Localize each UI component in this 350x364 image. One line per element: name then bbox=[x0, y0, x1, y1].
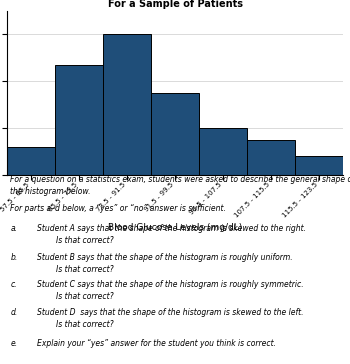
Text: Student A says that the shape of the histogram is skewed to the right.
        I: Student A says that the shape of the his… bbox=[37, 224, 306, 245]
Bar bbox=[151, 93, 199, 175]
Bar bbox=[7, 147, 55, 175]
Text: c.: c. bbox=[10, 281, 17, 289]
Text: Explain your “yes” answer for the student you think is correct.: Explain your “yes” answer for the studen… bbox=[37, 339, 276, 348]
Text: For parts a–d below, a “yes” or “no” answer is sufficient.: For parts a–d below, a “yes” or “no” ans… bbox=[10, 204, 226, 213]
Bar bbox=[199, 128, 247, 175]
X-axis label: Blood Glucose Levels (mg/dL): Blood Glucose Levels (mg/dL) bbox=[108, 223, 242, 232]
Text: e.: e. bbox=[10, 339, 18, 348]
Text: Student C says that the shape of the histogram is roughly symmetric.
        Is : Student C says that the shape of the his… bbox=[37, 281, 304, 301]
Text: a.: a. bbox=[10, 224, 18, 233]
Text: Student D  says that the shape of the histogram is skewed to the left.
        I: Student D says that the shape of the his… bbox=[37, 308, 304, 328]
Text: Student B says that the shape of the histogram is roughly uniform.
        Is th: Student B says that the shape of the his… bbox=[37, 253, 293, 274]
Text: d.: d. bbox=[10, 308, 18, 317]
Bar bbox=[55, 65, 103, 175]
Text: For a question on a statistics exam, students were asked to describe the general: For a question on a statistics exam, stu… bbox=[10, 175, 350, 196]
Text: b.: b. bbox=[10, 253, 18, 262]
Bar bbox=[103, 34, 151, 175]
Bar bbox=[295, 157, 343, 175]
Bar bbox=[247, 140, 295, 175]
Title: Blood Glucose Levels After 12 Hours of Fasting
For a Sample of Patients: Blood Glucose Levels After 12 Hours of F… bbox=[46, 0, 304, 9]
